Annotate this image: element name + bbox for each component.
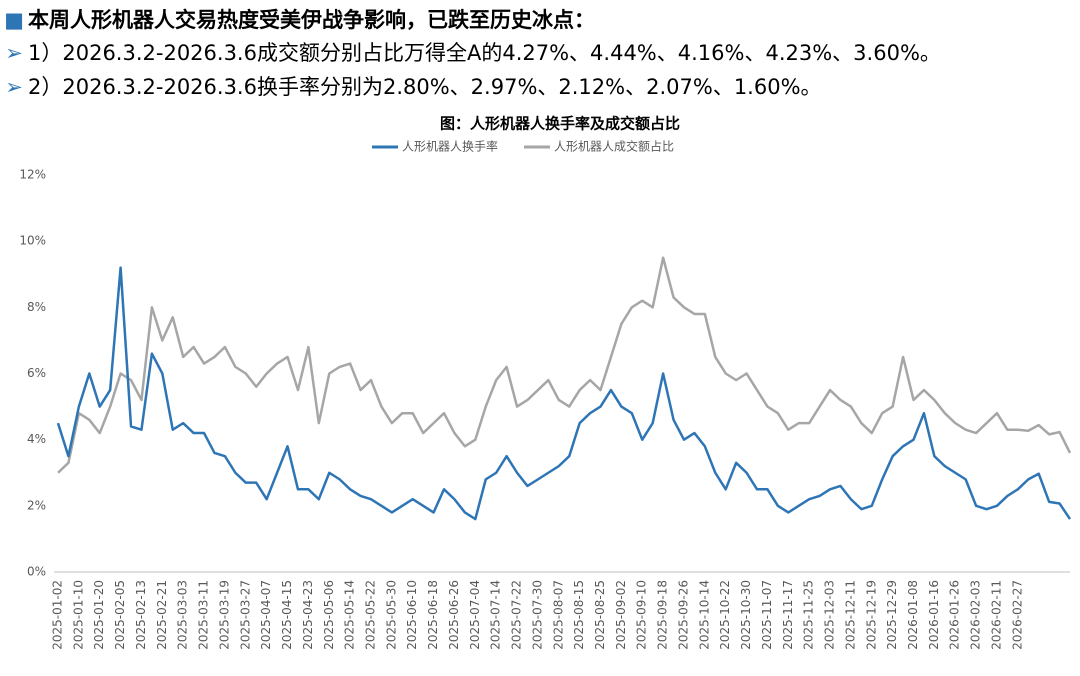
x-tick-label: 2025-10-22 [718,580,732,650]
x-tick-label: 2025-02-05 [113,580,127,650]
x-tick-label: 2026-01-16 [927,580,941,650]
x-tick-label: 2025-03-27 [238,580,252,650]
x-tick-label: 2025-11-17 [781,580,795,650]
x-tick-label: 2025-09-18 [656,580,670,650]
x-tick-label: 2025-09-02 [614,580,628,650]
x-tick-label: 2025-11-07 [760,580,774,650]
x-tick-label: 2025-11-25 [802,580,816,650]
x-tick-label: 2025-08-07 [551,580,565,650]
bullet: 2）2026.3.2-2026.3.6换手率分别为2.80%、2.97%、2.1… [28,75,822,99]
x-tick-label: 2025-08-15 [572,580,586,650]
x-tick-label: 2025-06-26 [447,580,461,650]
y-tick-label: 0% [27,565,46,579]
x-tick-label: 2026-01-08 [906,580,920,650]
y-tick-label: 4% [27,432,46,446]
x-tick-label: 2025-10-14 [697,580,711,650]
x-tick-label: 2025-10-30 [739,580,753,650]
arrow-icon: ➢ [5,41,23,65]
x-tick-label: 2025-07-22 [510,580,524,650]
x-tick-label: 2025-07-30 [530,580,544,650]
legend-label: 人形机器人换手率 [402,139,498,154]
x-tick-label: 2025-09-10 [635,580,649,650]
x-tick-label: 2025-07-14 [489,580,503,650]
x-tick-label: 2025-12-19 [864,580,878,650]
series-line [56,266,1072,521]
bullet: 1）2026.3.2-2026.3.6成交额分别占比万得全A的4.27%、4.4… [28,41,941,65]
arrow-icon: ➢ [5,75,23,99]
series-line [57,256,1072,474]
x-tick-label: 2026-02-11 [989,580,1003,650]
x-tick-label: 2025-12-11 [843,580,857,650]
x-tick-label: 2025-05-30 [384,580,398,650]
header-title: 本周人形机器人交易热度受美伊战争影响，已跌至历史冰点： [28,8,595,32]
chart-title: 图：人形机器人换手率及成交额占比 [440,115,680,133]
x-tick-label: 2025-12-29 [885,580,899,650]
x-tick-label: 2025-06-18 [426,580,440,650]
y-tick-label: 8% [27,300,46,314]
x-tick-label: 2025-12-03 [823,580,837,650]
x-tick-label: 2026-02-27 [1010,580,1024,650]
x-tick-label: 2025-02-13 [134,580,148,650]
x-tick-label: 2025-07-04 [468,580,482,650]
legend-label: 人形机器人成交额占比 [554,139,674,154]
x-tick-label: 2025-09-26 [676,580,690,650]
x-tick-label: 2026-01-26 [948,580,962,650]
x-tick-label: 2025-03-03 [176,580,190,650]
x-tick-label: 2025-01-10 [71,580,85,650]
x-tick-label: 2025-05-14 [343,580,357,650]
x-tick-label: 2025-04-15 [280,580,294,650]
bullet-row: ➢ 2）2026.3.2-2026.3.6换手率分别为2.80%、2.97%、2.… [0,71,1080,101]
y-tick-label: 6% [27,366,46,380]
x-tick-label: 2025-01-02 [51,580,65,650]
bullet-row: ➢ 1）2026.3.2-2026.3.6成交额分别占比万得全A的4.27%、4.… [0,37,1080,67]
x-tick-label: 2025-05-22 [363,580,377,650]
x-tick-label: 2025-03-11 [197,580,211,650]
square-icon: ■ [4,8,24,32]
x-tick-label: 2025-01-20 [92,580,106,650]
y-tick-label: 12% [19,168,46,182]
header-title-row: ■ 本周人形机器人交易热度受美伊战争影响，已跌至历史冰点： [0,4,1080,34]
x-tick-label: 2025-03-19 [217,580,231,650]
x-tick-label: 2025-08-25 [593,580,607,650]
y-tick-label: 10% [19,234,46,248]
x-tick-label: 2025-05-06 [322,580,336,650]
x-tick-label: 2025-06-10 [405,580,419,650]
x-tick-label: 2025-04-07 [259,580,273,650]
x-tick-label: 2025-04-23 [301,580,315,650]
x-tick-label: 2026-02-03 [969,580,983,650]
y-tick-label: 2% [27,498,46,512]
x-tick-label: 2025-02-21 [155,580,169,650]
